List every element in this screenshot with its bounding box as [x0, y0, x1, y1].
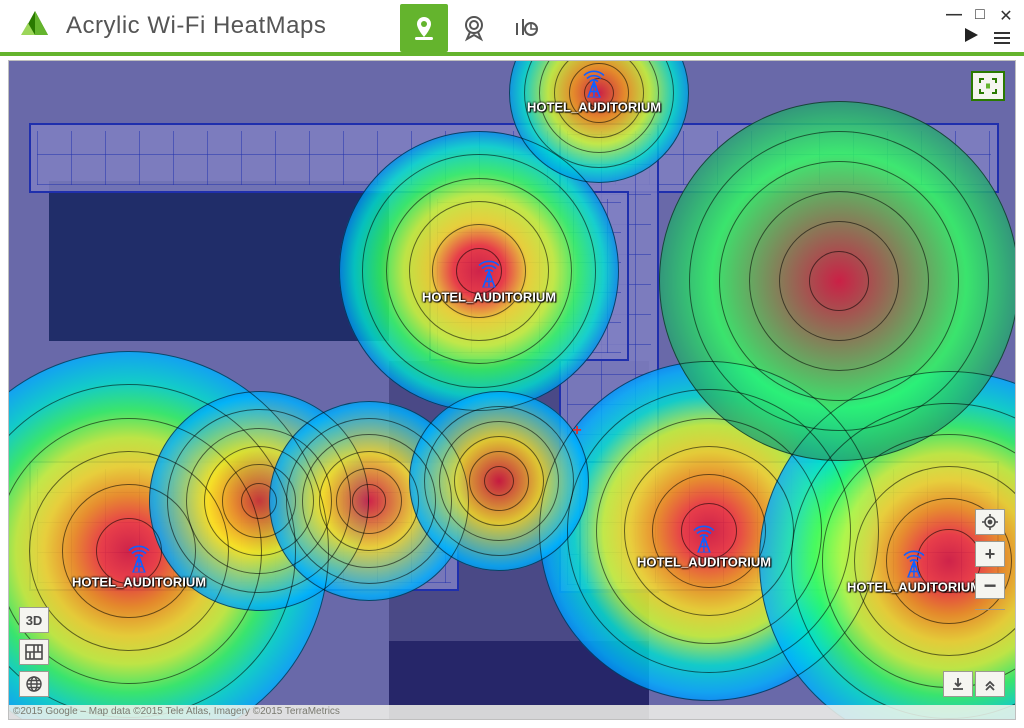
app-title: Acrylic Wi-Fi HeatMaps	[66, 12, 326, 40]
minimize-button[interactable]: —	[946, 6, 962, 26]
export-button[interactable]	[943, 671, 973, 697]
access-point-label: HOTEL_AUDITORIUM	[637, 555, 771, 570]
access-point-label: HOTEL_AUDITORIUM	[422, 290, 556, 305]
view-3d-button[interactable]: 3D	[19, 607, 49, 633]
access-point-marker[interactable]: HOTEL_AUDITORIUM	[847, 548, 981, 595]
zoom-in-button[interactable]: +	[975, 541, 1005, 567]
zoom-out-button[interactable]: −	[975, 573, 1005, 599]
ap-tower-icon	[475, 258, 503, 288]
access-point-marker[interactable]: HOTEL_AUDITORIUM	[422, 258, 556, 305]
maximize-button[interactable]: □	[972, 6, 988, 26]
heat-layer	[9, 61, 1015, 719]
basemap-toggle-button[interactable]	[19, 671, 49, 697]
app-logo-icon	[18, 9, 52, 43]
mode-toolbar	[400, 4, 548, 52]
close-button[interactable]: ✕	[998, 6, 1014, 26]
titlebar: Acrylic Wi-Fi HeatMaps — □	[0, 0, 1024, 56]
window-controls: — □ ✕	[946, 6, 1014, 26]
ap-tower-icon	[125, 543, 153, 573]
access-point-label: HOTEL_AUDITORIUM	[72, 575, 206, 590]
access-point-marker[interactable]: HOTEL_AUDITORIUM	[637, 523, 771, 570]
access-point-marker[interactable]: HOTEL_AUDITORIUM	[72, 543, 206, 590]
survey-cursor-icon: +	[572, 422, 581, 440]
fullscreen-button[interactable]	[971, 71, 1005, 101]
ap-tower-icon	[900, 548, 928, 578]
locate-button[interactable]	[975, 509, 1005, 535]
map-attribution: ©2015 Google – Map data ©2015 Tele Atlas…	[9, 705, 1015, 719]
heat-blob	[409, 391, 589, 571]
start-scan-button[interactable]	[962, 26, 980, 49]
collapse-button[interactable]	[975, 671, 1005, 697]
access-point-label: HOTEL_AUDITORIUM	[527, 100, 661, 115]
ap-tower-icon	[580, 68, 608, 98]
access-point-label: HOTEL_AUDITORIUM	[847, 580, 981, 595]
reports-mode-button[interactable]	[450, 4, 498, 52]
floorplan-toggle-button[interactable]	[19, 639, 49, 665]
ap-tower-icon	[690, 523, 718, 553]
menu-button[interactable]	[994, 32, 1010, 44]
heatmap-canvas[interactable]: HOTEL_AUDITORIUM HOTEL_AUDITORIUM HOTEL_AU…	[8, 60, 1016, 720]
analysis-mode-button[interactable]	[500, 4, 548, 52]
access-point-marker[interactable]: HOTEL_AUDITORIUM	[527, 68, 661, 115]
survey-mode-button[interactable]	[400, 4, 448, 52]
heat-blob	[659, 101, 1016, 461]
